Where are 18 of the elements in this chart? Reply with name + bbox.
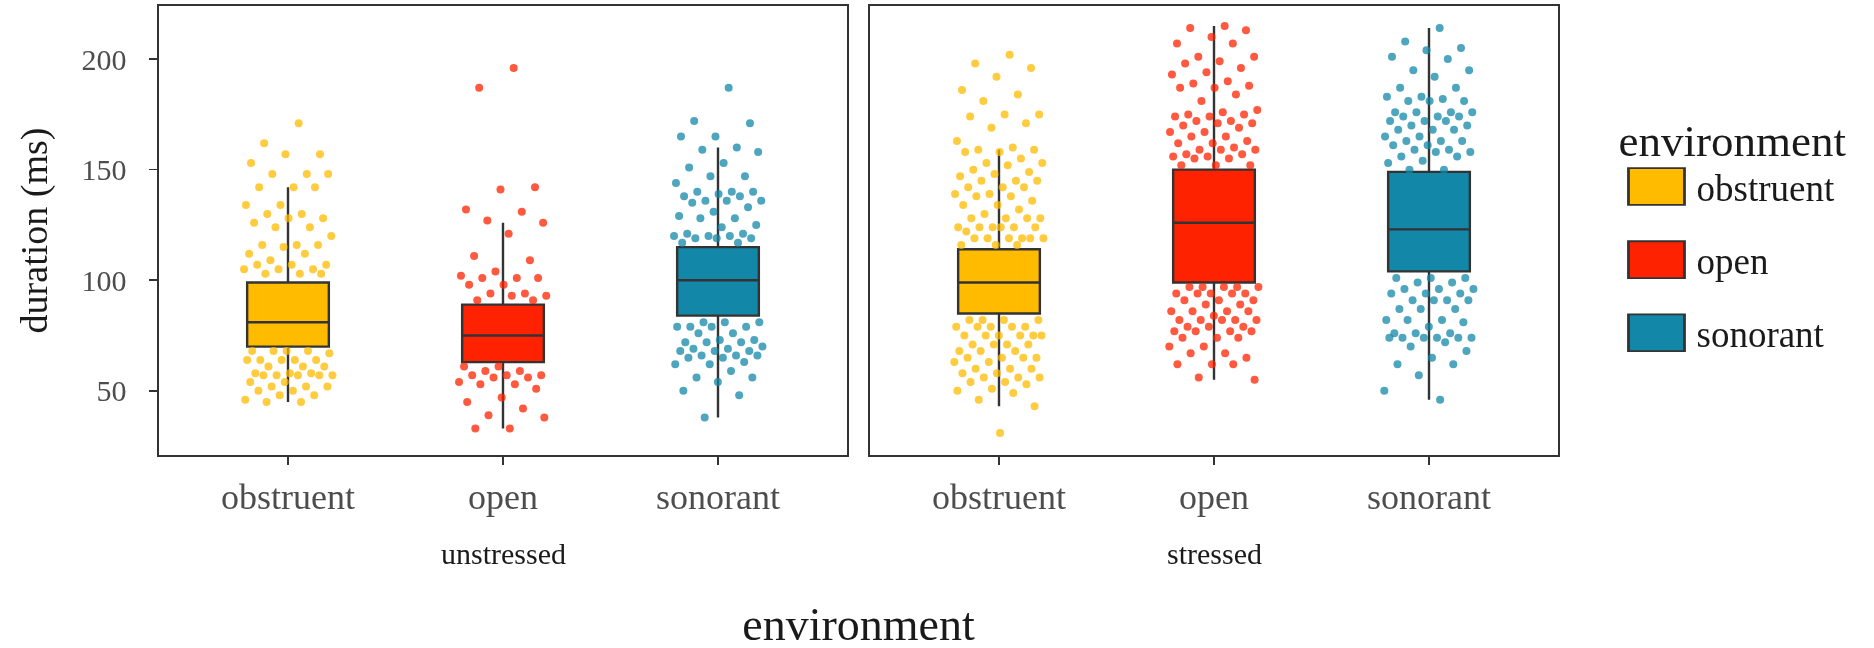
x-tick-label: obstruent — [932, 476, 1066, 517]
legend-title: environment — [1618, 116, 1847, 166]
legend-label: obstruent — [1696, 167, 1835, 209]
y-tick-label: 150 — [81, 153, 127, 187]
text: stressed — [1167, 537, 1262, 570]
y-tick-label: 100 — [81, 263, 127, 297]
y-axis-title: duration (ms) — [13, 127, 57, 334]
x-axis-title: environment — [742, 599, 975, 648]
y-tick-label: 200 — [81, 42, 127, 76]
legend-label: sonorant — [1696, 314, 1825, 356]
x-tick-label: obstruent — [221, 476, 355, 517]
x-tick-label: sonorant — [1367, 476, 1491, 517]
text: unstressed — [441, 537, 566, 570]
legend-label: open — [1696, 241, 1769, 283]
x-tick-label: open — [1179, 476, 1249, 517]
x-tick-label: open — [468, 476, 538, 517]
y-tick-label: 50 — [96, 374, 127, 408]
x-tick-label: sonorant — [656, 476, 780, 517]
